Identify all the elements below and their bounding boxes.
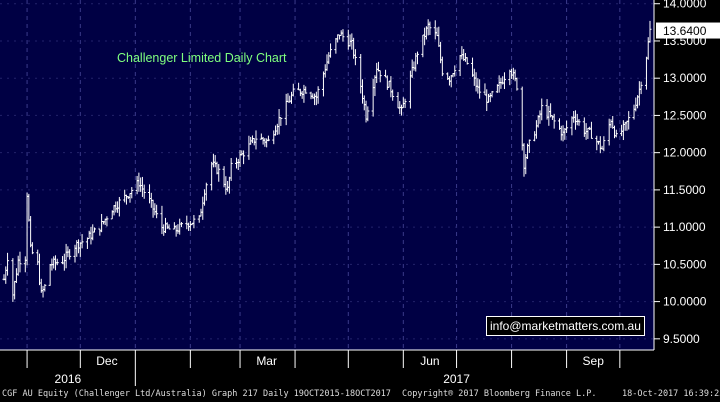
x-month-label: Jun <box>420 354 439 368</box>
plot-area <box>0 0 654 350</box>
y-axis: 14.000013.500013.000012.500012.000011.50… <box>653 0 720 350</box>
price-bar <box>105 216 109 227</box>
price-bar <box>279 117 283 126</box>
price-bar <box>515 77 519 91</box>
y-tick-label: 10.0000 <box>663 295 707 309</box>
y-tick-label: 10.5000 <box>663 257 707 271</box>
footer-security-info: CGF AU Equity (Challenger Ltd/Australia)… <box>2 389 391 399</box>
price-bar <box>353 49 357 66</box>
price-bar <box>648 20 652 43</box>
price-bar <box>117 196 121 217</box>
price-bar <box>155 204 159 219</box>
price-bar <box>490 90 494 98</box>
price-bar <box>329 43 333 58</box>
price-bar <box>43 284 47 292</box>
price-bar <box>341 29 345 42</box>
y-axis-panel <box>654 0 720 350</box>
price-bar <box>577 118 581 126</box>
price-bar <box>229 157 233 181</box>
price-bar <box>18 251 22 273</box>
price-bar <box>440 56 444 77</box>
price-bar <box>142 184 146 199</box>
price-bar <box>403 98 407 109</box>
price-chart: 14.000013.500013.000012.500012.000011.50… <box>0 0 720 386</box>
price-bar <box>391 89 395 101</box>
price-bar <box>416 51 420 65</box>
x-month-label: Dec <box>96 354 117 368</box>
price-bar <box>527 139 531 153</box>
x-month-label: Mar <box>256 354 277 368</box>
footer-timestamp: 18-Oct-2017 16:39:25 <box>622 389 720 399</box>
price-bar <box>93 227 97 233</box>
last-price-label: 13.6400 <box>663 24 707 38</box>
y-tick-label: 13.0000 <box>663 71 707 85</box>
price-bar <box>465 57 469 65</box>
price-bar <box>242 150 246 165</box>
chart-title: Challenger Limited Daily Chart <box>117 51 287 65</box>
price-bar <box>378 70 382 83</box>
grid-lines <box>0 0 654 350</box>
price-bar <box>130 187 134 199</box>
price-bar <box>80 234 84 249</box>
price-bar <box>627 111 631 130</box>
x-year-label: 2017 <box>443 372 470 386</box>
price-bar <box>266 135 270 142</box>
price-bar <box>552 113 556 129</box>
price-bar <box>167 224 171 230</box>
y-tick-label: 12.0000 <box>663 146 707 160</box>
footer-bar: CGF AU Equity (Challenger Ltd/Australia)… <box>0 386 720 402</box>
price-bar <box>30 242 34 255</box>
price-bar <box>304 86 308 94</box>
price-bar <box>192 215 196 229</box>
price-bar <box>453 65 457 77</box>
price-bar <box>217 164 221 182</box>
price-bar <box>254 130 258 150</box>
price-bar <box>602 136 606 152</box>
price-bar <box>179 222 183 228</box>
x-year-label: 2016 <box>55 372 82 386</box>
x-axis: Dec Mar Jun Sep 2016 2017 <box>0 349 720 386</box>
y-tick-label: 11.0000 <box>663 220 706 234</box>
price-bar <box>291 83 295 97</box>
contact-email-label[interactable]: info@marketmatters.com.au <box>486 316 645 336</box>
price-bars <box>2 19 652 302</box>
last-price-tag <box>656 22 720 39</box>
y-tick-label: 11.5000 <box>663 183 706 197</box>
y-tick-label: 12.5000 <box>663 108 707 122</box>
x-axis-panel <box>0 350 720 386</box>
price-bar <box>316 86 320 104</box>
price-bar <box>540 98 544 121</box>
x-month-label: Sep <box>583 354 605 368</box>
price-bar <box>639 81 643 95</box>
price-bar <box>366 106 370 122</box>
y-tick-label: 14.0000 <box>663 0 707 11</box>
price-bar <box>478 79 482 99</box>
price-bar <box>204 182 208 201</box>
price-bar <box>502 72 506 90</box>
y-tick-label: 9.5000 <box>663 332 700 346</box>
price-bar <box>55 258 59 266</box>
price-bar <box>428 21 432 35</box>
price-bar <box>589 121 593 139</box>
price-bar <box>6 252 10 276</box>
price-bar <box>614 129 618 138</box>
price-bar <box>565 120 569 133</box>
footer-copyright: Copyright® 2017 Bloomberg Finance L.P. <box>402 389 597 399</box>
price-bar <box>68 249 72 260</box>
